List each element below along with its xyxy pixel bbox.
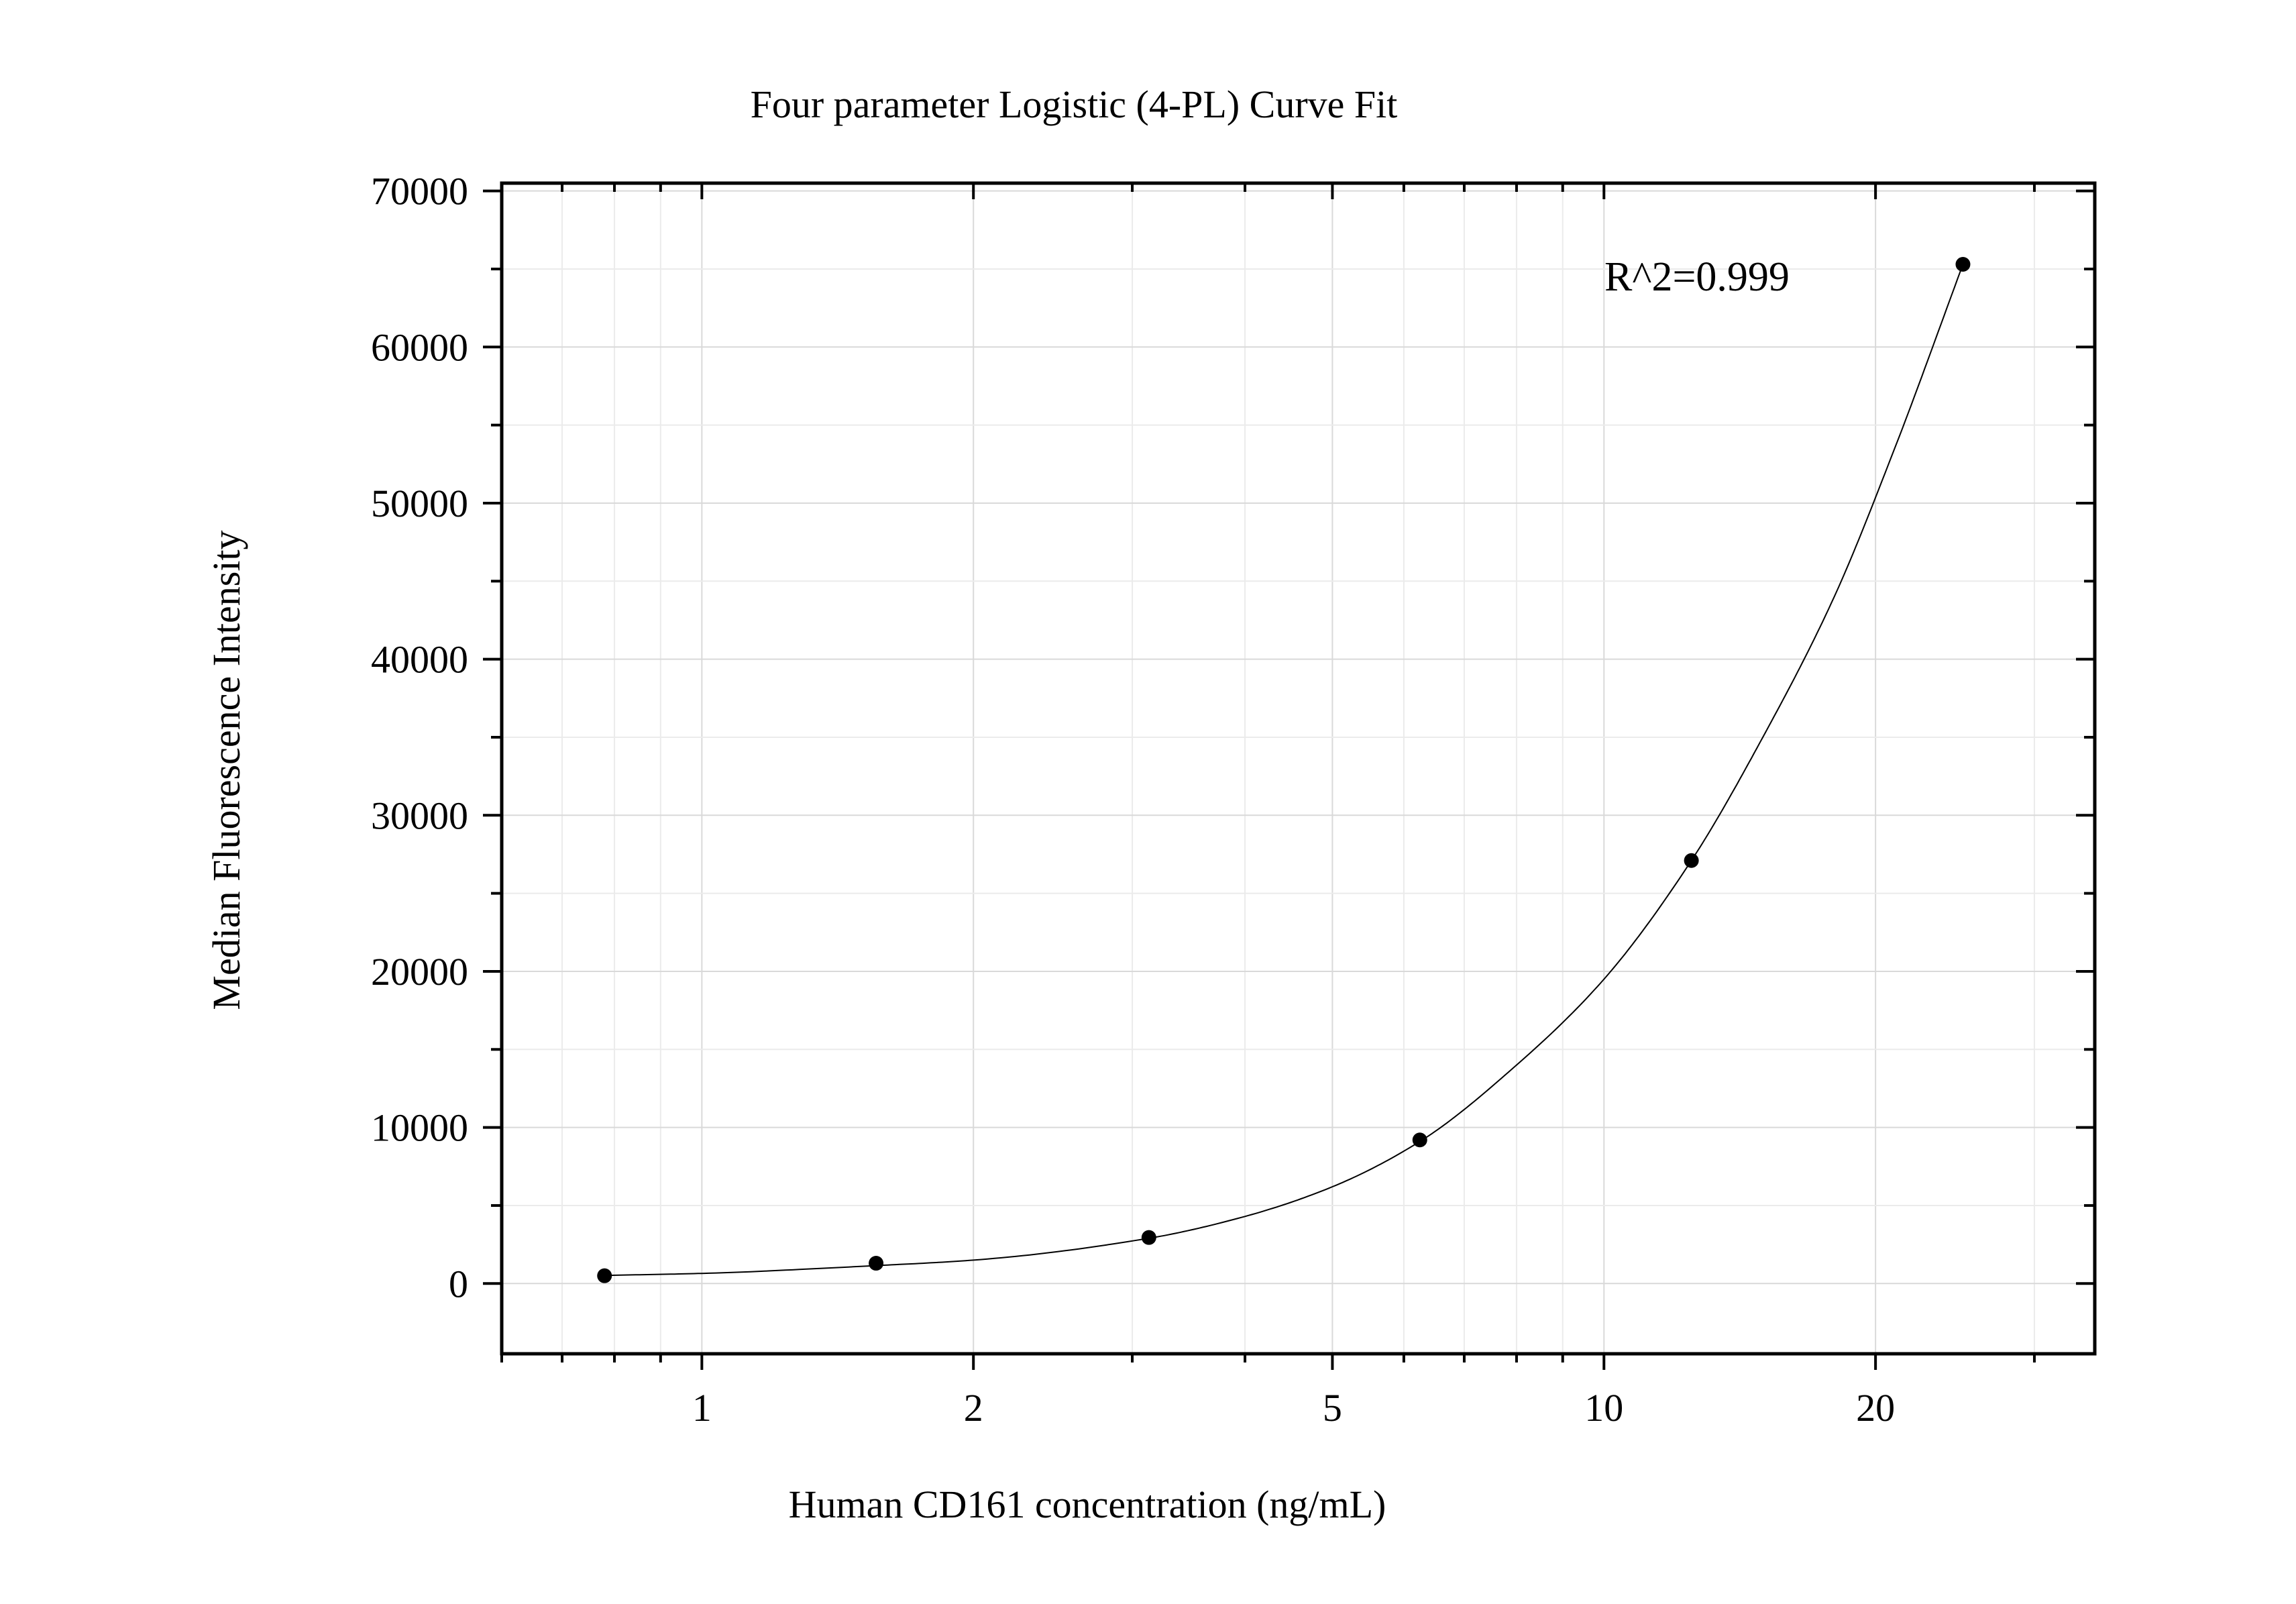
y-tick-label: 20000 (371, 950, 468, 994)
y-tick-label: 60000 (371, 325, 468, 369)
x-tick-label: 10 (1584, 1386, 1623, 1430)
data-point (869, 1256, 884, 1271)
y-tick-label: 70000 (371, 170, 468, 213)
tick-labels: 1 2 5 10 20 0 10000 20000 30000 40000 50000 60000 70… (371, 170, 1895, 1430)
y-tick-label: 50000 (371, 482, 468, 525)
x-tick-label: 2 (964, 1386, 983, 1430)
data-point (1141, 1230, 1156, 1245)
data-point (1412, 1132, 1427, 1148)
chart-title: Four parameter Logistic (4-PL) Curve Fit (751, 83, 1398, 126)
data-point (1684, 853, 1699, 868)
axis-ticks (483, 183, 2095, 1370)
x-tick-label: 20 (1856, 1386, 1895, 1430)
x-axis-label: Human CD161 concentration (ng/mL) (789, 1483, 1386, 1526)
grid-lines (501, 183, 2095, 1354)
data-point (1955, 256, 1971, 272)
data-points (597, 256, 1971, 1283)
y-tick-label: 40000 (371, 638, 468, 682)
y-axis-label: Median Fluorescence Intensity (205, 530, 248, 1010)
plot-frame (500, 181, 2097, 1356)
r-squared-annotation: R^2=0.999 (1604, 254, 1790, 300)
x-tick-label: 5 (1323, 1386, 1342, 1430)
data-point (597, 1268, 612, 1283)
y-tick-label: 30000 (371, 794, 468, 837)
y-tick-label: 10000 (371, 1106, 468, 1150)
y-tick-label: 0 (449, 1262, 468, 1305)
x-tick-label: 1 (692, 1386, 712, 1430)
